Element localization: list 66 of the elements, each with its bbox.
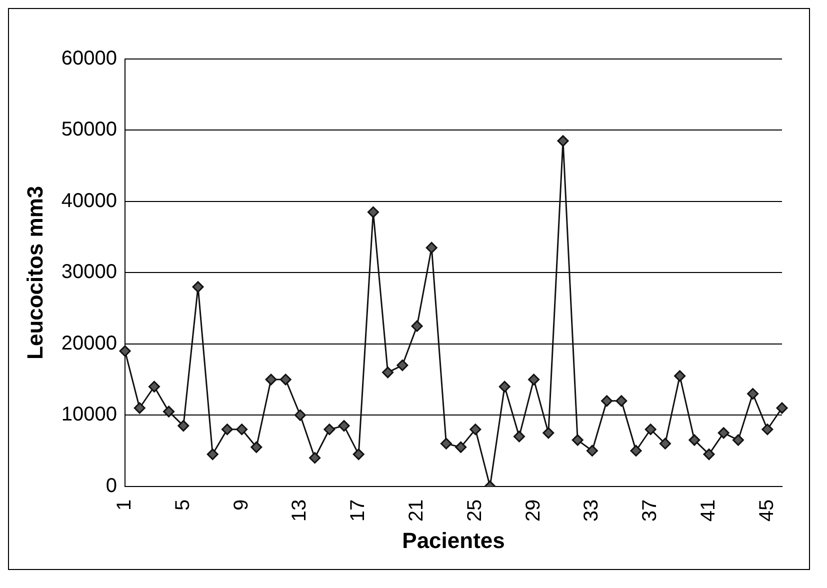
point: [557, 135, 569, 147]
y-tick-label: 30000: [61, 261, 118, 284]
point: [426, 242, 438, 254]
point: [324, 424, 336, 436]
point: [747, 388, 759, 400]
point: [367, 206, 379, 218]
point: [470, 424, 482, 436]
point: [572, 434, 584, 446]
point: [455, 441, 467, 453]
x-tick-label: 41: [698, 499, 720, 522]
point: [659, 438, 671, 450]
point: [528, 374, 540, 386]
point: [163, 406, 175, 418]
point: [382, 366, 394, 378]
x-tick-label: 9: [230, 499, 252, 510]
point: [178, 420, 190, 432]
y-axis-title: Leucocitos mm3: [22, 186, 48, 360]
point: [192, 281, 204, 293]
x-tick-label: 17: [347, 499, 370, 522]
point: [718, 427, 730, 439]
y-tick-label: 20000: [61, 332, 118, 354]
point: [703, 448, 715, 460]
x-tick-label: 1: [114, 499, 136, 510]
point: [338, 420, 350, 432]
x-tick-label: 33: [580, 499, 603, 522]
x-axis-title: Pacientes: [402, 528, 505, 553]
point: [119, 345, 131, 357]
x-tick-label: 21: [406, 499, 428, 522]
point: [148, 380, 160, 392]
x-tick-label: 29: [522, 499, 544, 522]
point: [542, 427, 554, 439]
point: [206, 448, 218, 460]
point: [630, 444, 642, 456]
point: [586, 444, 598, 456]
point: [294, 409, 306, 421]
y-tick-label: 0: [106, 474, 118, 497]
y-tick-label: 10000: [61, 404, 118, 426]
point: [674, 370, 686, 382]
point: [134, 402, 146, 414]
y-tick-label: 60000: [61, 48, 118, 70]
point: [352, 448, 364, 460]
point: [688, 434, 700, 446]
point: [513, 430, 525, 442]
y-tick-label: 50000: [61, 118, 118, 141]
point: [265, 374, 277, 386]
point: [762, 424, 774, 436]
point: [236, 424, 248, 436]
x-tick-label: 25: [464, 499, 486, 522]
point: [616, 395, 628, 407]
point: [498, 380, 510, 392]
x-tick-label: 13: [288, 499, 311, 522]
point: [309, 452, 321, 464]
point: [732, 434, 744, 446]
point: [250, 441, 262, 453]
point: [776, 402, 788, 414]
point: [440, 438, 452, 450]
point: [601, 395, 613, 407]
point: [411, 320, 423, 332]
point: [644, 424, 656, 436]
point: [221, 424, 233, 436]
point: [396, 360, 408, 372]
x-tick-label: 45: [756, 499, 778, 522]
x-tick-label: 37: [639, 499, 662, 522]
y-tick-label: 40000: [61, 190, 118, 212]
x-tick-label: 5: [172, 499, 194, 510]
point: [280, 374, 292, 386]
